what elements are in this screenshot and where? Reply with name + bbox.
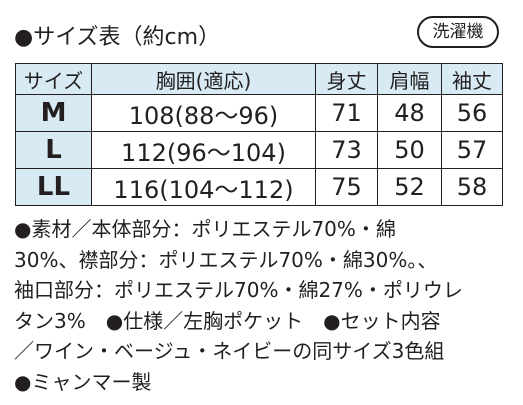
sleeve-cell: 57 bbox=[441, 131, 503, 169]
table-row: L 112(96〜104) 73 50 57 bbox=[15, 131, 503, 169]
description-line: ／ワイン・ベージュ・ネイビーの同サイズ3色組 bbox=[14, 339, 445, 363]
header-size: サイズ bbox=[15, 63, 92, 95]
description-line: ●ミャンマー製 bbox=[14, 369, 152, 394]
sleeve-cell: 56 bbox=[441, 94, 503, 132]
header-chest: 胸囲(適応) bbox=[91, 63, 316, 95]
header-sleeve: 袖丈 bbox=[441, 63, 503, 95]
size-cell: LL bbox=[15, 168, 92, 206]
shoulder-cell: 50 bbox=[377, 131, 442, 169]
description-line: 袖口部分：ポリエステル70%・綿27%・ポリウレ bbox=[14, 278, 463, 302]
chest-cell: 116(104〜112) bbox=[91, 168, 316, 206]
table-row: M 108(88〜96) 71 48 56 bbox=[15, 94, 503, 132]
description-line: ●素材／本体部分：ポリエステル70%・綿 bbox=[14, 217, 396, 241]
table-header-row: サイズ 胸囲(適応) 身丈 肩幅 袖丈 bbox=[15, 63, 503, 95]
size-table: サイズ 胸囲(適応) 身丈 肩幅 袖丈 M 108(88〜96) 71 48 5… bbox=[15, 63, 503, 206]
size-cell: M bbox=[15, 94, 92, 132]
description-line: タン3% ●仕様／左胸ポケット ●セット内容 bbox=[14, 308, 441, 333]
length-cell: 71 bbox=[315, 94, 378, 132]
length-cell: 75 bbox=[315, 168, 378, 206]
product-description: ●素材／本体部分：ポリエステル70%・綿 30%、襟部分：ポリエステル70%・綿… bbox=[14, 214, 509, 397]
size-cell: L bbox=[15, 131, 92, 169]
header-length: 身丈 bbox=[315, 63, 378, 95]
chest-cell: 108(88〜96) bbox=[91, 94, 316, 132]
length-cell: 73 bbox=[315, 131, 378, 169]
washing-machine-badge: 洗濯機 bbox=[417, 16, 499, 48]
sleeve-cell: 58 bbox=[441, 168, 503, 206]
header-shoulder: 肩幅 bbox=[377, 63, 442, 95]
description-line: 30%、襟部分：ポリエステル70%・綿30%。、 bbox=[14, 247, 438, 272]
chest-cell: 112(96〜104) bbox=[91, 131, 316, 169]
shoulder-cell: 48 bbox=[377, 94, 442, 132]
size-chart-title: ●サイズ表（約cm） bbox=[14, 25, 221, 50]
shoulder-cell: 52 bbox=[377, 168, 442, 206]
table-row: LL 116(104〜112) 75 52 58 bbox=[15, 168, 503, 206]
